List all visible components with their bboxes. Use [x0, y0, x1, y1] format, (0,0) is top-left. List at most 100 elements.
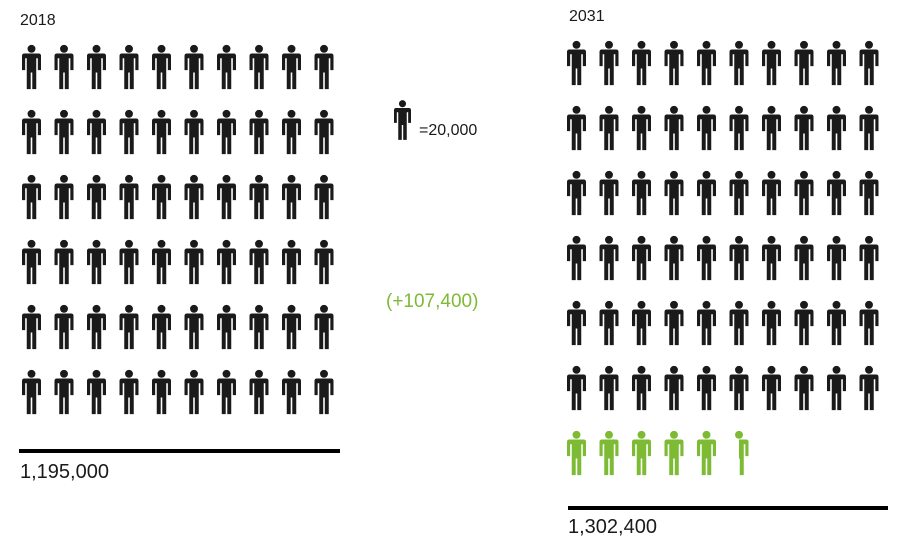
person-icon: [632, 235, 651, 281]
person-icon: [729, 235, 749, 281]
person-icon: [599, 235, 619, 281]
person-icon: [827, 40, 846, 86]
person-icon: [282, 44, 301, 90]
person-icon: [859, 105, 879, 151]
person-icon: [249, 109, 269, 155]
person-icon: [827, 365, 846, 411]
person-icon: [567, 235, 586, 281]
person-icon: [314, 239, 334, 285]
person-icon-increase: [735, 430, 749, 476]
person-icon: [314, 44, 334, 90]
person-icon: [664, 170, 684, 216]
person-icon: [827, 170, 846, 216]
person-icon: [152, 304, 171, 350]
person-icon: [794, 365, 814, 411]
person-icon: [184, 239, 204, 285]
person-icon: [859, 300, 879, 346]
person-icon: [697, 235, 716, 281]
person-icon: [632, 105, 651, 151]
person-icon: [87, 109, 106, 155]
person-icon: [664, 300, 684, 346]
person-icon: [22, 109, 41, 155]
person-icon: [599, 40, 619, 86]
person-icon: [762, 170, 781, 216]
person-icon: [599, 300, 619, 346]
person-icon: [119, 239, 139, 285]
person-icon-increase: [632, 430, 651, 476]
person-icon: [729, 105, 749, 151]
person-icon: [567, 365, 586, 411]
person-icon: [217, 239, 236, 285]
person-icon: [119, 109, 139, 155]
person-icon: [152, 174, 171, 220]
person-icon: [697, 105, 716, 151]
person-icon: [632, 170, 651, 216]
person-icon: [54, 369, 74, 415]
person-icon: [282, 304, 301, 350]
person-icon: [249, 174, 269, 220]
person-icon: [184, 369, 204, 415]
person-icon-increase: [664, 430, 684, 476]
person-icon: [282, 174, 301, 220]
person-icon: [282, 109, 301, 155]
person-icon: [152, 44, 171, 90]
person-icon: [664, 365, 684, 411]
person-icon: [794, 40, 814, 86]
baseline-2018: [19, 449, 340, 453]
person-icon: [54, 109, 74, 155]
person-icon: [859, 170, 879, 216]
person-icon: [249, 369, 269, 415]
person-icon: [87, 44, 106, 90]
icon-grid-2031: [567, 40, 879, 476]
person-icon: [729, 40, 749, 86]
person-icon: [22, 239, 41, 285]
person-icon: [22, 44, 41, 90]
person-icon: [314, 109, 334, 155]
person-icon: [184, 174, 204, 220]
person-icon: [794, 170, 814, 216]
person-icon: [729, 365, 749, 411]
person-icon: [632, 300, 651, 346]
person-icon: [664, 40, 684, 86]
person-icon: [87, 174, 106, 220]
person-icon: [762, 365, 781, 411]
person-icon: [87, 304, 106, 350]
person-icon: [22, 174, 41, 220]
person-icon: [217, 174, 236, 220]
person-icon: [827, 105, 846, 151]
person-icon: [119, 174, 139, 220]
person-icon: [664, 235, 684, 281]
panel-2031: 2031 1,302,400: [567, 8, 888, 538]
person-icon: [217, 304, 236, 350]
person-icon: [394, 100, 411, 140]
person-icon: [567, 300, 586, 346]
person-icon: [567, 105, 586, 151]
person-icon: [217, 44, 236, 90]
panel-2018: 2018 1,195,000: [19, 12, 340, 483]
person-icon: [794, 235, 814, 281]
person-icon: [859, 235, 879, 281]
person-icon: [119, 369, 139, 415]
person-icon: [794, 105, 814, 151]
person-icon: [54, 239, 74, 285]
person-icon-increase: [567, 430, 586, 476]
person-icon-increase: [599, 430, 619, 476]
person-icon: [859, 40, 879, 86]
person-icon: [184, 44, 204, 90]
person-icon: [567, 40, 586, 86]
person-icon: [697, 170, 716, 216]
person-icon: [184, 109, 204, 155]
person-icon: [119, 304, 139, 350]
year-label-2031: 2031: [569, 8, 605, 25]
person-icon: [599, 365, 619, 411]
icon-grid-2018: [22, 44, 334, 415]
difference-label: (+107,400): [386, 291, 478, 312]
person-icon: [632, 40, 651, 86]
person-icon: [119, 44, 139, 90]
person-icon: [152, 109, 171, 155]
person-icon: [762, 235, 781, 281]
person-icon: [54, 44, 74, 90]
person-icon: [697, 365, 716, 411]
person-icon: [22, 369, 41, 415]
